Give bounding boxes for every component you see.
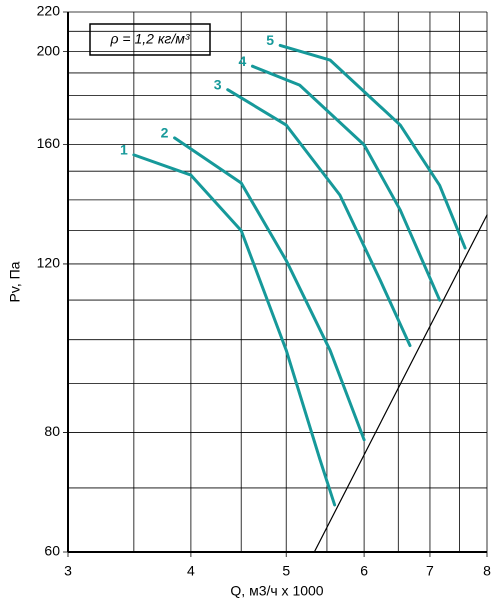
y-tick-label: 220 bbox=[37, 3, 61, 19]
x-axis-label: Q, м3/ч x 1000 bbox=[230, 583, 323, 599]
y-tick-label: 120 bbox=[37, 255, 61, 271]
x-tick-label: 3 bbox=[64, 563, 72, 579]
system-line bbox=[313, 214, 488, 553]
x-tick-label: 6 bbox=[360, 563, 368, 579]
curve-label: 1 bbox=[120, 142, 128, 158]
x-tick-label: 5 bbox=[282, 563, 290, 579]
curve-label: 2 bbox=[161, 125, 169, 141]
curve bbox=[226, 88, 412, 348]
curve-label: 4 bbox=[239, 53, 247, 69]
curve bbox=[278, 43, 467, 250]
x-tick-label: 4 bbox=[187, 563, 195, 579]
y-tick-label: 160 bbox=[37, 135, 61, 151]
y-axis-label: Pv, Па bbox=[7, 261, 23, 302]
curve-label: 5 bbox=[266, 32, 274, 48]
y-tick-label: 80 bbox=[44, 423, 60, 439]
curve-label: 3 bbox=[214, 76, 222, 92]
annotation: ρ = 1,2 кг/м³ bbox=[110, 31, 190, 47]
y-tick-label: 60 bbox=[44, 543, 60, 559]
curve bbox=[250, 64, 442, 302]
curve bbox=[173, 136, 366, 442]
annotation-box bbox=[89, 23, 211, 56]
curve bbox=[132, 153, 337, 507]
y-tick-label: 200 bbox=[37, 42, 61, 58]
x-tick-label: 7 bbox=[426, 563, 434, 579]
x-tick-label: 8 bbox=[483, 563, 491, 579]
